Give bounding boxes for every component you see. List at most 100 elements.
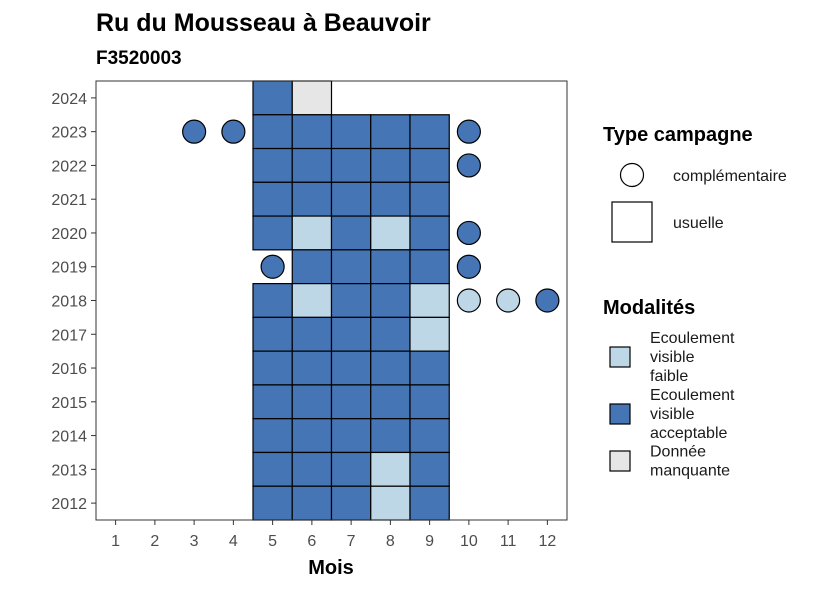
complementaire-point bbox=[260, 254, 285, 279]
usuelle-cell bbox=[291, 316, 333, 352]
usuelle-cell bbox=[252, 451, 293, 487]
y-tick-label: 2014 bbox=[51, 429, 87, 446]
usuelle-cell bbox=[370, 316, 411, 352]
y-tick-label: 2015 bbox=[51, 395, 87, 412]
legend-modalite-label: visible bbox=[650, 406, 695, 423]
usuelle-cell bbox=[409, 451, 450, 487]
legend-modalite-label: acceptable bbox=[650, 425, 727, 442]
x-axis-title: Mois bbox=[308, 557, 354, 579]
y-tick-label: 2016 bbox=[51, 361, 87, 378]
y-tick-label: 2024 bbox=[51, 91, 87, 108]
y-tick-label: 2017 bbox=[51, 327, 87, 344]
complementaire-point bbox=[182, 119, 207, 144]
usuelle-cell bbox=[409, 485, 450, 521]
legend-modalite-label: Ecoulement bbox=[650, 387, 735, 404]
x-tick-label: 10 bbox=[460, 533, 478, 550]
chart-subtitle: F3520003 bbox=[96, 48, 182, 69]
usuelle-cell bbox=[291, 350, 333, 386]
x-tick-label: 8 bbox=[386, 533, 395, 550]
complementaire-point bbox=[456, 254, 481, 279]
usuelle-cell bbox=[330, 283, 372, 318]
y-tick-label: 2023 bbox=[51, 125, 87, 142]
complementaire-point bbox=[456, 220, 481, 246]
usuelle-cell bbox=[370, 451, 411, 487]
usuelle-cell bbox=[409, 350, 450, 386]
x-tick-label: 7 bbox=[347, 533, 356, 550]
x-tick-label: 1 bbox=[111, 533, 120, 550]
usuelle-cell bbox=[409, 147, 450, 183]
usuelle-cell bbox=[409, 316, 450, 352]
legend-modalite-label: visible bbox=[650, 349, 695, 366]
legend-type-title: Type campagne bbox=[603, 124, 753, 146]
legend-modalite-key bbox=[609, 403, 631, 425]
legend-modalite-label: Donnée bbox=[650, 444, 706, 461]
usuelle-cell bbox=[330, 485, 372, 521]
plot-panel-border bbox=[95, 80, 568, 521]
usuelle-cell bbox=[330, 316, 372, 352]
complementaire-point bbox=[456, 288, 481, 313]
usuelle-cell bbox=[252, 181, 293, 217]
usuelle-cell bbox=[409, 249, 450, 285]
usuelle-cell bbox=[409, 181, 450, 217]
y-tick-label: 2021 bbox=[51, 192, 87, 209]
usuelle-cell bbox=[291, 418, 333, 454]
legend-modalite-label: faible bbox=[650, 368, 688, 385]
usuelle-cells bbox=[252, 80, 450, 521]
usuelle-cell bbox=[370, 249, 411, 285]
usuelle-cell bbox=[370, 485, 411, 521]
x-tick-label: 5 bbox=[268, 533, 277, 550]
usuelle-cell bbox=[370, 418, 411, 454]
y-tick-label: 2020 bbox=[51, 226, 87, 243]
legend-modalites-title: Modalités bbox=[603, 297, 695, 319]
legend-type-label: usuelle bbox=[673, 215, 724, 232]
usuelle-cell bbox=[252, 316, 293, 352]
usuelle-cell bbox=[252, 114, 293, 150]
usuelle-cell bbox=[291, 485, 333, 521]
legend-modalite-label: manquante bbox=[650, 463, 730, 480]
x-tick-label: 12 bbox=[538, 533, 556, 550]
usuelle-cell bbox=[330, 181, 372, 217]
usuelle-cell bbox=[409, 384, 450, 420]
usuelle-cell bbox=[252, 283, 293, 318]
usuelle-cell bbox=[330, 418, 372, 454]
complementaire-point bbox=[535, 288, 560, 313]
usuelle-cell bbox=[409, 418, 450, 454]
usuelle-cell bbox=[252, 418, 293, 454]
usuelle-cell bbox=[330, 215, 372, 251]
y-tick-label: 2013 bbox=[51, 462, 87, 479]
usuelle-cell bbox=[330, 384, 372, 420]
legend: Type campagne complémentaire usuelle Modali… bbox=[603, 124, 787, 480]
x-tick-label: 6 bbox=[307, 533, 316, 550]
x-tick-label: 9 bbox=[425, 533, 434, 550]
usuelle-cell bbox=[370, 215, 411, 251]
complementaire-point bbox=[456, 153, 481, 178]
legend-modalite-label: Ecoulement bbox=[650, 330, 735, 347]
usuelle-cell bbox=[291, 249, 333, 285]
usuelle-cell bbox=[291, 215, 333, 251]
usuelle-cell bbox=[291, 451, 333, 487]
usuelle-cell bbox=[252, 80, 293, 116]
usuelle-cell bbox=[330, 114, 372, 150]
usuelle-cell bbox=[370, 114, 411, 150]
usuelle-cell bbox=[252, 147, 293, 183]
usuelle-cell bbox=[330, 249, 372, 285]
usuelle-cell bbox=[370, 147, 411, 183]
usuelle-cell bbox=[330, 451, 372, 487]
usuelle-cell bbox=[291, 283, 333, 318]
complementaire-point bbox=[496, 288, 521, 313]
usuelle-cell bbox=[291, 147, 333, 183]
complementaire-point bbox=[221, 119, 246, 144]
complementaire-point bbox=[456, 119, 481, 144]
complementaire-points bbox=[182, 119, 560, 313]
chart-title: Ru du Mousseau à Beauvoir bbox=[96, 9, 431, 37]
y-tick-label: 2012 bbox=[51, 496, 87, 513]
x-tick-label: 11 bbox=[500, 533, 517, 550]
usuelle-cell bbox=[370, 350, 411, 386]
usuelle-cell bbox=[330, 350, 372, 386]
usuelle-cell bbox=[291, 384, 333, 420]
y-tick-label: 2019 bbox=[51, 260, 87, 277]
usuelle-cell bbox=[252, 215, 293, 251]
usuelle-cell bbox=[409, 215, 450, 251]
usuelle-cell bbox=[291, 114, 333, 150]
